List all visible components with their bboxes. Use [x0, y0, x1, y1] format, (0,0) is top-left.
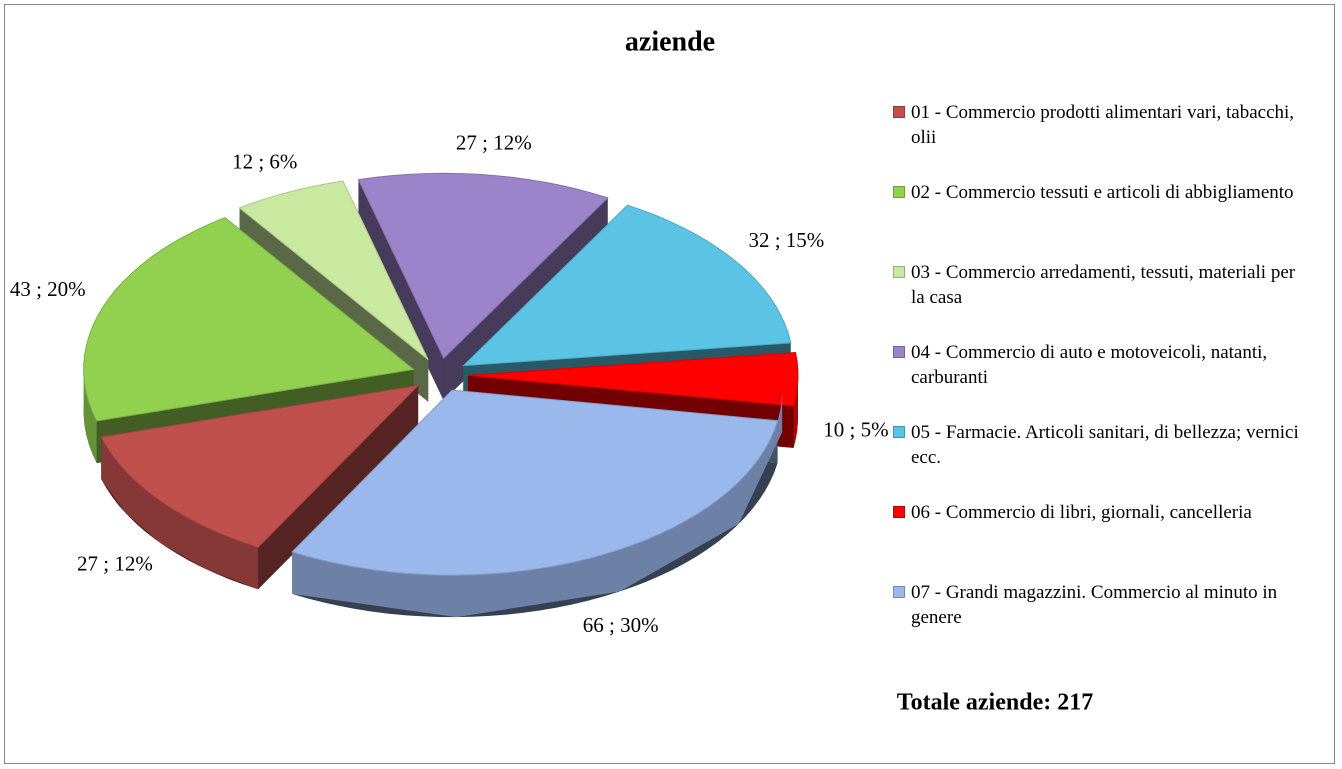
legend-item: 07 - Grandi magazzini. Commercio al minu…	[893, 580, 1313, 660]
data-label: 27 ; 12%	[456, 131, 532, 155]
slice-wall	[83, 369, 97, 463]
legend: 01 - Commercio prodotti alimentari vari,…	[893, 100, 1313, 660]
chart-title: aziende	[625, 26, 715, 57]
legend-swatch	[893, 506, 905, 518]
legend-label: 06 - Commercio di libri, giornali, cance…	[911, 502, 1252, 523]
legend-swatch	[893, 266, 905, 278]
slice	[467, 351, 799, 407]
slice	[100, 384, 420, 548]
legend-item: 06 - Commercio di libri, giornali, cance…	[893, 500, 1313, 580]
slice-wall	[101, 437, 259, 590]
legend-swatch	[893, 346, 905, 358]
slice	[238, 180, 429, 361]
data-label: 32 ; 15%	[748, 228, 824, 252]
annotation: Totale aziende: 217	[897, 690, 1093, 716]
legend-swatch	[893, 586, 905, 598]
slice	[291, 389, 779, 576]
legend-label: 04 - Commercio di auto e motoveicoli, na…	[911, 342, 1268, 388]
legend-item: 03 - Commercio arredamenti, tessuti, mat…	[893, 260, 1313, 340]
slice-wall	[793, 375, 798, 448]
legend-item: 05 - Farmacie. Articoli sanitari, di bel…	[893, 420, 1313, 500]
legend-label: 01 - Commercio prodotti alimentari vari,…	[911, 102, 1295, 148]
slice	[357, 172, 609, 360]
data-label: 43 ; 20%	[10, 277, 86, 301]
legend-swatch	[893, 426, 905, 438]
legend-label: 07 - Grandi magazzini. Commercio al minu…	[911, 582, 1278, 628]
legend-swatch	[893, 186, 905, 198]
pie	[83, 172, 799, 618]
legend-item: 02 - Commercio tessuti e articoli di abb…	[893, 180, 1313, 260]
legend-item: 01 - Commercio prodotti alimentari vari,…	[893, 100, 1313, 180]
data-label: 10 ; 5%	[823, 418, 888, 442]
data-label: 12 ; 6%	[232, 149, 297, 173]
legend-label: 05 - Farmacie. Articoli sanitari, di bel…	[911, 422, 1299, 468]
slice	[83, 217, 415, 422]
slice	[461, 204, 792, 367]
legend-label: 03 - Commercio arredamenti, tessuti, mat…	[911, 262, 1296, 308]
legend-label: 02 - Commercio tessuti e articoli di abb…	[911, 182, 1294, 203]
slice-wall	[292, 390, 783, 618]
legend-item: 04 - Commercio di auto e motoveicoli, na…	[893, 340, 1313, 420]
legend-swatch	[893, 106, 905, 118]
slice-side	[358, 179, 444, 401]
slice-side	[258, 385, 419, 590]
data-label: 66 ; 30%	[583, 613, 659, 637]
data-label: 27 ; 12%	[77, 551, 153, 575]
